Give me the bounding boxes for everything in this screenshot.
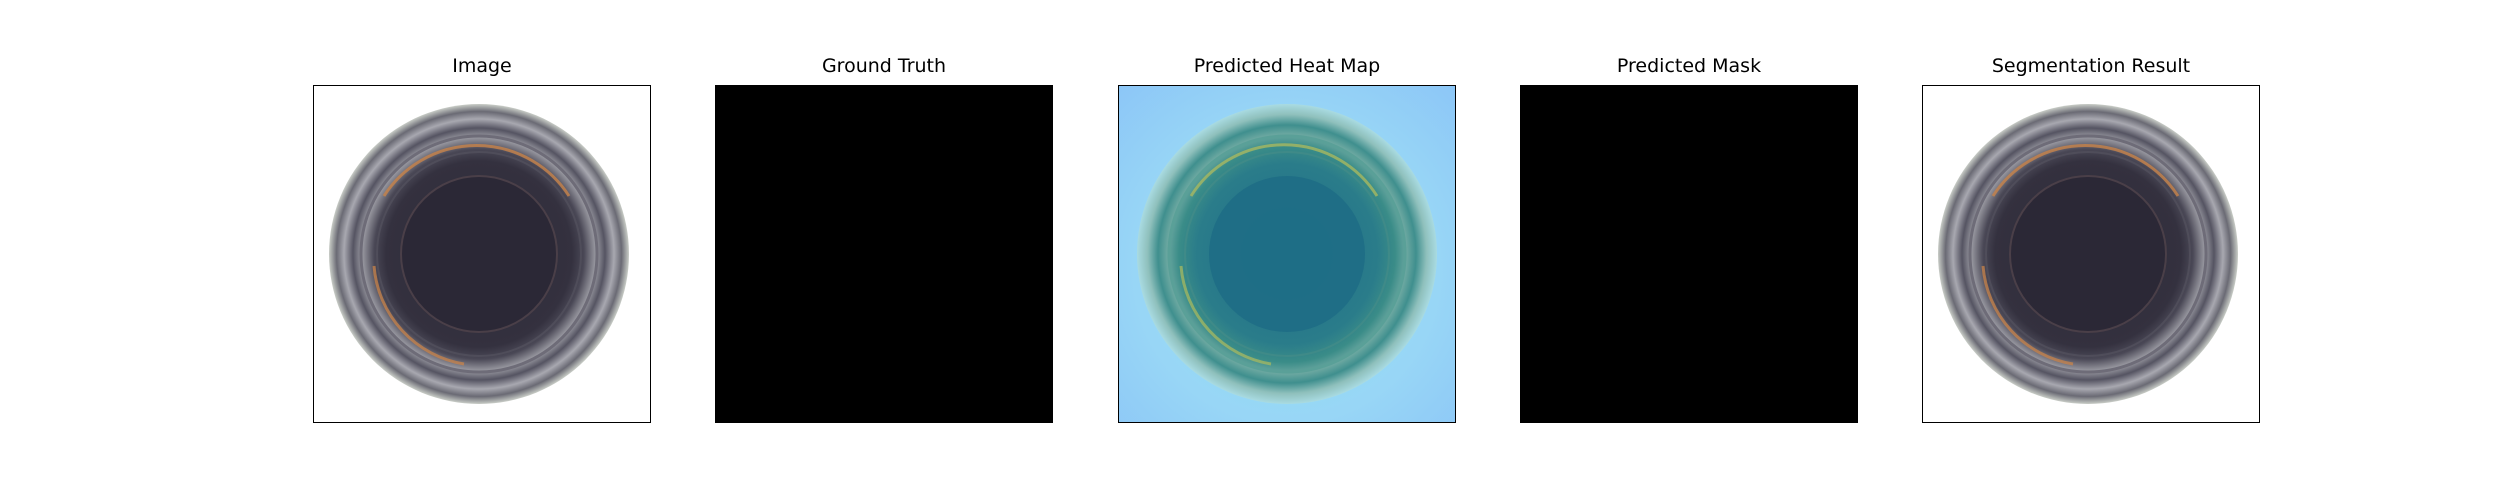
panel-title: Segmentation Result xyxy=(1991,55,2191,77)
panel-title: Image xyxy=(452,55,512,77)
bottle-image xyxy=(314,86,650,422)
ground-truth-mask xyxy=(715,85,1053,423)
predicted-mask xyxy=(1520,85,1858,423)
mask-fill xyxy=(1521,86,1857,422)
image-frame xyxy=(313,85,651,423)
panel-title: Predicted Mask xyxy=(1616,55,1762,77)
heat-map-frame xyxy=(1118,85,1456,423)
panel-image: Image xyxy=(313,54,651,448)
panel-heat-map: Predicted Heat Map xyxy=(1118,54,1456,448)
segmentation-frame xyxy=(1922,85,2260,423)
panel-title: Ground Truth xyxy=(821,55,947,77)
panel-ground-truth: Ground Truth xyxy=(715,54,1053,448)
mask-fill xyxy=(716,86,1052,422)
panel-title: Predicted Heat Map xyxy=(1193,55,1381,77)
segmentation-image xyxy=(1923,86,2259,422)
panel-segmentation-result: Segmentation Result xyxy=(1922,54,2260,448)
heat-map-image xyxy=(1119,86,1455,422)
panel-predicted-mask: Predicted Mask xyxy=(1520,54,1858,448)
